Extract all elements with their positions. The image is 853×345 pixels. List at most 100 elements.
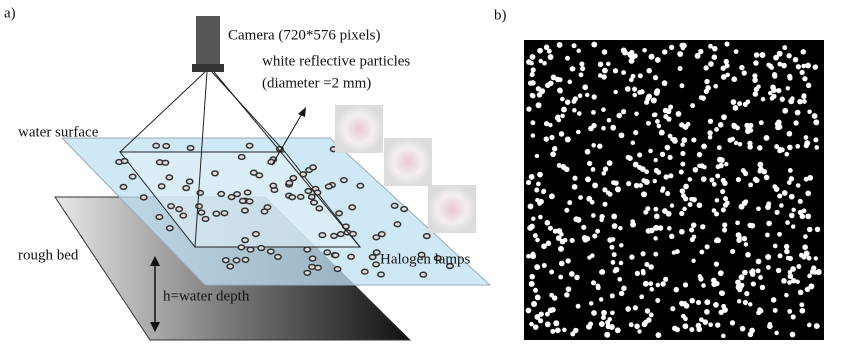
particle xyxy=(780,97,785,102)
particle xyxy=(689,327,694,332)
particle xyxy=(784,249,790,255)
particle xyxy=(634,111,639,116)
particle xyxy=(558,77,563,82)
particle xyxy=(633,53,638,58)
particle xyxy=(680,142,685,147)
particle xyxy=(750,271,756,277)
particle xyxy=(805,191,811,197)
particle xyxy=(788,98,794,104)
particle xyxy=(348,254,354,259)
particle xyxy=(663,277,668,282)
particle xyxy=(530,72,535,77)
particle xyxy=(733,105,739,111)
particle xyxy=(703,319,709,325)
particle xyxy=(588,126,594,132)
particle xyxy=(553,320,559,326)
particle xyxy=(631,74,636,79)
particle xyxy=(653,207,658,212)
camera-label: Camera (720*576 pixels) xyxy=(228,27,380,43)
particle xyxy=(653,179,657,183)
particle xyxy=(717,145,722,150)
particle xyxy=(665,191,670,196)
particle xyxy=(797,99,802,104)
particle xyxy=(748,182,753,187)
particle xyxy=(607,160,613,166)
particle xyxy=(120,185,126,190)
particle xyxy=(586,324,592,330)
particle xyxy=(646,317,652,323)
particle xyxy=(576,130,581,135)
particle xyxy=(567,80,572,85)
particle xyxy=(565,258,570,263)
particle xyxy=(531,301,537,307)
particle xyxy=(537,92,543,98)
particle xyxy=(536,182,541,187)
particle xyxy=(744,291,749,296)
particle xyxy=(714,212,719,217)
particle xyxy=(796,183,801,188)
particle xyxy=(724,63,729,68)
particle xyxy=(652,113,657,118)
water-surface-label: water surface xyxy=(18,124,99,140)
particle xyxy=(696,323,702,329)
particle xyxy=(156,215,162,220)
particle xyxy=(218,192,224,197)
particle xyxy=(649,54,655,60)
particle xyxy=(602,49,607,54)
particle xyxy=(654,168,659,173)
particle xyxy=(799,308,805,314)
particle xyxy=(153,143,159,148)
particle xyxy=(756,206,761,211)
particle xyxy=(727,137,732,142)
particle xyxy=(712,54,718,60)
particle xyxy=(712,46,717,51)
particle xyxy=(166,175,172,180)
particle xyxy=(401,207,407,212)
lamps-label: Halogen lamps xyxy=(380,251,471,267)
particle xyxy=(806,83,811,88)
particle xyxy=(757,145,762,150)
particle xyxy=(533,233,538,238)
particle xyxy=(549,135,554,140)
particle xyxy=(183,186,189,191)
particle xyxy=(529,224,535,230)
particle xyxy=(539,311,544,316)
particle xyxy=(813,270,817,274)
particle xyxy=(773,55,779,61)
rough-bed-label: rough bed xyxy=(18,247,79,263)
particle xyxy=(681,137,687,143)
particle xyxy=(714,261,719,266)
particle xyxy=(704,309,710,315)
particle xyxy=(735,220,740,225)
particle xyxy=(619,243,623,247)
particle xyxy=(590,200,595,205)
particle xyxy=(336,211,342,216)
particle xyxy=(574,275,580,281)
particle xyxy=(526,180,531,185)
particle xyxy=(679,122,684,127)
particle xyxy=(610,125,616,131)
particle xyxy=(708,322,713,327)
particle xyxy=(167,226,173,231)
particle xyxy=(545,312,550,317)
particle xyxy=(602,171,606,175)
particle xyxy=(753,91,759,97)
particle xyxy=(739,204,745,210)
particle xyxy=(744,199,749,204)
particle xyxy=(721,114,727,120)
particle xyxy=(589,301,594,306)
particle xyxy=(698,274,702,278)
particle xyxy=(534,188,539,193)
depth-label: h=water depth xyxy=(163,288,250,304)
particle xyxy=(743,300,748,305)
particle xyxy=(316,206,322,211)
particle xyxy=(660,152,665,157)
particle xyxy=(530,120,535,125)
particle xyxy=(715,238,720,243)
particle xyxy=(734,49,739,54)
particle xyxy=(683,196,688,201)
particle xyxy=(528,80,533,85)
particle xyxy=(773,244,778,249)
particle xyxy=(570,66,575,71)
particle xyxy=(129,174,135,179)
